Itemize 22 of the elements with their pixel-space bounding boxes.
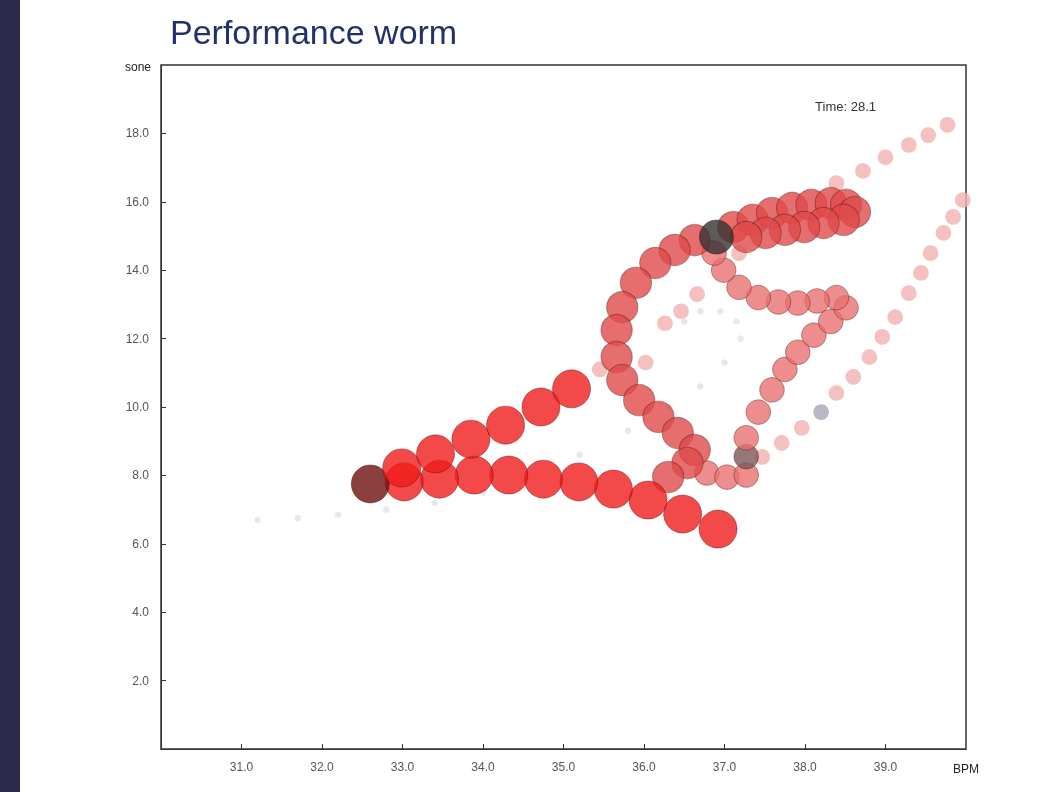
x-tick-label: 33.0	[390, 760, 415, 774]
y-tick-label: 18.0	[125, 126, 150, 141]
y-tick-label: 8.0	[132, 468, 150, 483]
x-tick-label: 34.0	[471, 760, 495, 774]
y-tick-label: 6.0	[132, 536, 150, 551]
y-tick-label: 10.0	[125, 400, 150, 414]
y-tick-label: 12.0	[125, 331, 150, 346]
x-axis-title: BPM	[952, 762, 980, 776]
y-tick-label: 14.0	[125, 263, 150, 278]
x-tick-label: 32.0	[310, 760, 334, 774]
x-tick-label: 35.0	[551, 760, 576, 774]
x-tick-label: 39.0	[873, 760, 898, 774]
y-tick-label: 16.0	[125, 194, 150, 209]
annotation: Time: 28.1	[815, 99, 877, 114]
y-tick-label: 2.0	[132, 673, 150, 688]
x-tick-label: 31.0	[229, 760, 254, 774]
x-tick-label: 37.0	[712, 760, 737, 774]
y-tick-label: 4.0	[132, 605, 150, 620]
y-axis-title: sone	[124, 60, 152, 74]
x-tick-label: 38.0	[793, 760, 817, 774]
chart-title: Performance worm	[170, 13, 458, 51]
x-tick-label: 36.0	[632, 760, 656, 774]
